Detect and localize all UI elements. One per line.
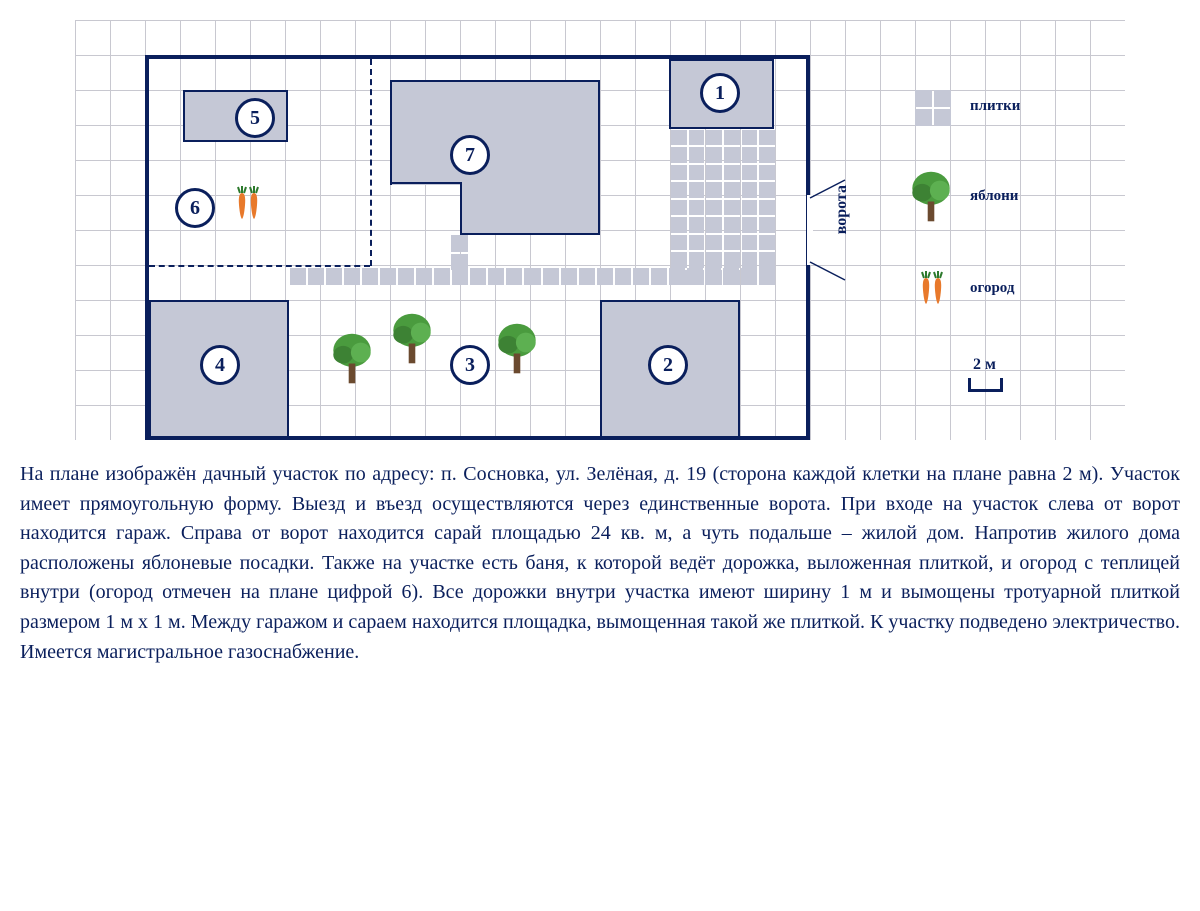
tree-icon xyxy=(495,320,539,376)
legend-trees-label: яблони xyxy=(970,188,1018,205)
legend-carrot-icon xyxy=(917,270,947,306)
marker-7: 7 xyxy=(450,135,490,175)
building-7-lower xyxy=(460,183,600,235)
plan-diagram: ворота 1 2 3 4 5 6 7 плитки яблони xyxy=(75,20,1125,440)
legend-tree-icon xyxy=(909,168,953,224)
legend-tiles-label: плитки xyxy=(970,98,1020,115)
garden-dashed-bottom xyxy=(149,265,370,267)
marker-6: 6 xyxy=(175,188,215,228)
description-text: На плане изображён дачный участок по адр… xyxy=(20,460,1180,667)
tile-plaza xyxy=(671,130,775,285)
carrot-icon xyxy=(233,185,263,221)
marker-2: 2 xyxy=(648,345,688,385)
marker-5: 5 xyxy=(235,98,275,138)
path-to-house xyxy=(451,235,468,270)
building-7-main xyxy=(390,80,600,185)
legend-tiles-icon xyxy=(915,90,951,126)
marker-4: 4 xyxy=(200,345,240,385)
tree-icon xyxy=(390,310,434,366)
gate-label: ворота xyxy=(833,185,851,234)
marker-3: 3 xyxy=(450,345,490,385)
scale-label: 2 м xyxy=(973,356,996,374)
scale-bar xyxy=(968,378,1003,392)
marker-1: 1 xyxy=(700,73,740,113)
tree-icon xyxy=(330,330,374,386)
legend-garden-label: огород xyxy=(970,280,1014,297)
garden-dashed-right xyxy=(370,59,372,266)
